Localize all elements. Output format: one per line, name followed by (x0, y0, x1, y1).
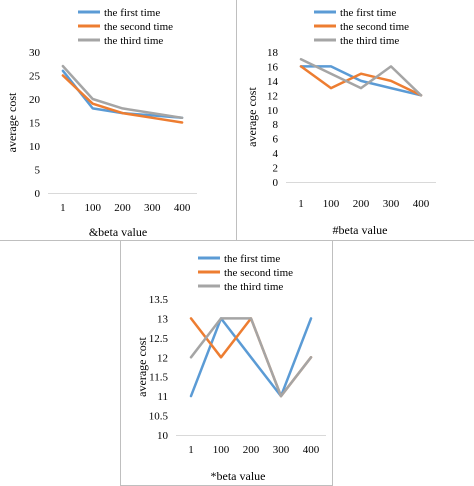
series-line-1 (61, 69, 184, 120)
y-tick-label: 5 (35, 165, 41, 177)
legend-label-3: the third time (104, 35, 163, 47)
y-tick-label: 10 (157, 430, 169, 442)
y-tick-label: 13.5 (149, 294, 169, 306)
y-tick-label: 6 (273, 134, 279, 146)
x-tick-label: 400 (303, 444, 320, 456)
y-tick-label: 25 (29, 71, 41, 83)
x-tick-label: 200 (114, 202, 131, 214)
x-axis-title: *beta value (211, 469, 266, 483)
x-tick-label: 100 (323, 198, 340, 210)
x-tick-label: 200 (353, 198, 370, 210)
x-tick-label: 300 (383, 198, 400, 210)
chart-beta-star: the first time the second time the third t… (135, 253, 326, 483)
y-tick-label: 16 (267, 61, 279, 73)
x-tick-label: 400 (174, 202, 191, 214)
y-tick-label: 14 (267, 76, 279, 88)
x-tick-label: 100 (84, 202, 101, 214)
y-tick-label: 20 (29, 94, 41, 106)
legend-label-2: the second time (340, 21, 409, 33)
y-axis-title: average cost (245, 87, 259, 147)
x-tick-label: 400 (413, 198, 430, 210)
x-tick-label: 200 (243, 444, 260, 456)
y-tick-label: 15 (29, 118, 41, 130)
y-tick-label: 10.5 (149, 411, 169, 423)
y-tick-label: 0 (35, 188, 41, 200)
y-tick-label: 10 (29, 141, 41, 153)
y-tick-label: 0 (273, 177, 279, 189)
legend-label-1: the first time (340, 7, 396, 19)
y-tick-label: 2 (273, 163, 279, 175)
y-tick-label: 12 (157, 352, 168, 364)
y-tick-label: 4 (273, 148, 279, 160)
series-line-3 (61, 64, 184, 120)
y-tick-label: 18 (267, 47, 279, 59)
series-line-2 (299, 65, 423, 97)
y-tick-label: 8 (273, 119, 279, 131)
y-tick-label: 13 (157, 313, 169, 325)
x-tick-label: 300 (273, 444, 290, 456)
chart-beta-hash: the first time the second time the third t… (245, 7, 436, 237)
y-axis-title: average cost (135, 337, 149, 397)
y-tick-label: 11 (157, 391, 168, 403)
x-axis-title: #beta value (333, 223, 388, 237)
x-tick-label: 1 (298, 198, 304, 210)
chart-beta-amp: the first time the second time the third t… (5, 7, 197, 239)
legend-label-2: the second time (224, 267, 293, 279)
y-tick-label: 30 (29, 47, 41, 59)
y-tick-label: 11.5 (149, 372, 168, 384)
x-tick-label: 100 (213, 444, 230, 456)
y-tick-label: 12 (267, 90, 278, 102)
legend-label-2: the second time (104, 21, 173, 33)
x-axis-title: &beta value (89, 225, 147, 239)
legend-label-1: the first time (104, 7, 160, 19)
legend-label-1: the first time (224, 253, 280, 265)
series-line-1 (299, 65, 423, 97)
x-tick-label: 1 (60, 202, 66, 214)
series-line-3 (299, 57, 423, 97)
series-line-2 (61, 74, 184, 124)
y-tick-label: 10 (267, 105, 279, 117)
y-tick-label: 12.5 (149, 333, 169, 345)
legend-label-3: the third time (340, 35, 399, 47)
series-line-3 (189, 317, 313, 398)
x-tick-label: 1 (188, 444, 194, 456)
legend-label-3: the third time (224, 281, 283, 293)
series-line-1 (189, 317, 313, 398)
y-axis-title: average cost (5, 92, 19, 152)
x-tick-label: 300 (144, 202, 161, 214)
